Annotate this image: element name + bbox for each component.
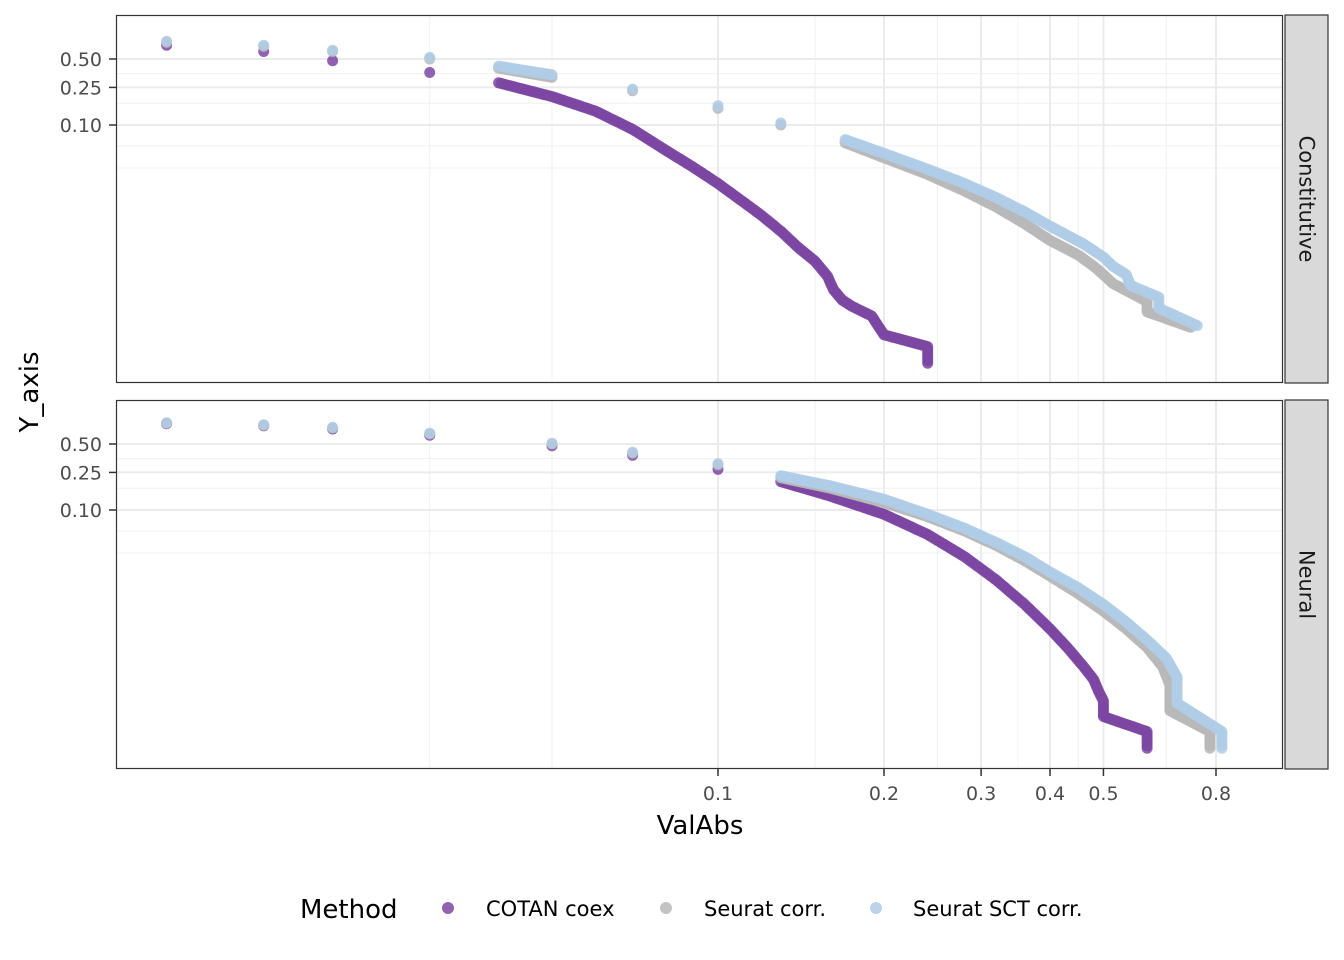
series-cotan-coex <box>76 34 934 369</box>
data-point <box>327 55 339 67</box>
data-points <box>76 416 1228 754</box>
x-tick-label: 0.4 <box>1035 783 1065 805</box>
legend-label: Seurat SCT corr. <box>913 897 1083 921</box>
data-point <box>76 34 87 45</box>
data-point <box>546 69 558 81</box>
data-point <box>76 416 87 427</box>
y-axis-title: Y_axis <box>15 352 45 434</box>
data-point <box>1141 742 1153 754</box>
data-point <box>712 458 724 470</box>
legend-item-seurat-corr: Seurat corr. <box>660 897 826 921</box>
data-point <box>258 39 270 51</box>
data-points <box>76 32 1203 369</box>
legend-label: Seurat corr. <box>704 897 826 921</box>
facet-strip <box>1284 14 1329 384</box>
data-point <box>1216 742 1228 754</box>
data-point <box>627 446 639 458</box>
y-tick-label: 0.10 <box>60 500 102 522</box>
x-axis-title: ValAbs <box>657 811 744 841</box>
panel-border <box>115 399 1284 770</box>
data-point <box>76 416 87 427</box>
series-seurat-sct-corr <box>76 32 1203 332</box>
y-tick-label: 0.25 <box>60 462 102 484</box>
x-axis: 0.1 0.2 0.3 0.4 0.5 0.8 <box>703 769 1231 805</box>
x-tick-label: 0.1 <box>703 783 733 805</box>
legend: Method COTAN coex Seurat corr. Seurat SCT … <box>300 895 1083 925</box>
data-point <box>712 100 724 112</box>
y-tick-label: 0.10 <box>60 115 102 137</box>
x-tick-label: 0.3 <box>966 783 996 805</box>
data-point <box>424 67 436 78</box>
data-point <box>546 437 558 449</box>
data-point <box>424 51 436 63</box>
facet-panel-neural: 0.50 0.25 0.10 Neural <box>60 399 1329 770</box>
data-point <box>775 117 787 129</box>
data-point <box>161 417 173 429</box>
series-seurat-sct-corr <box>76 416 1228 754</box>
data-point <box>76 417 87 428</box>
legend-key <box>660 902 672 914</box>
legend-label: COTAN coex <box>486 897 615 921</box>
x-tick-label: 0.2 <box>869 783 899 805</box>
data-point <box>424 427 436 439</box>
panel-background <box>116 15 1283 383</box>
data-point <box>76 33 87 44</box>
data-point <box>327 421 339 433</box>
panel-border <box>115 14 1284 384</box>
y-tick-label: 0.25 <box>60 77 102 99</box>
x-tick-label: 0.8 <box>1201 783 1231 805</box>
data-point <box>76 32 87 43</box>
data-point <box>627 83 639 95</box>
facet-strip-label: Neural <box>1295 550 1319 619</box>
data-point <box>1191 320 1203 332</box>
data-point <box>922 357 934 369</box>
data-point <box>258 419 270 431</box>
y-tick-label: 0.50 <box>60 49 102 71</box>
data-point <box>161 35 173 47</box>
data-point <box>327 44 339 56</box>
legend-item-cotan-coex: COTAN coex <box>442 897 615 921</box>
facet-strip <box>1284 399 1329 770</box>
legend-title: Method <box>300 895 398 925</box>
panel-background <box>116 400 1283 769</box>
data-point <box>1204 742 1216 754</box>
facet-panel-constitutive: 0.50 0.25 0.10 Constitutive <box>60 14 1329 384</box>
x-tick-label: 0.5 <box>1088 783 1118 805</box>
legend-key <box>870 902 882 914</box>
facet-strip-label: Constitutive <box>1295 136 1319 263</box>
facet-panels: 0.50 0.25 0.10 Constitutive 0.50 0.25 0.10 Neur… <box>60 14 1329 770</box>
legend-item-seurat-sct-corr: Seurat SCT corr. <box>870 897 1083 921</box>
y-tick-label: 0.50 <box>60 434 102 456</box>
legend-key <box>442 902 454 914</box>
